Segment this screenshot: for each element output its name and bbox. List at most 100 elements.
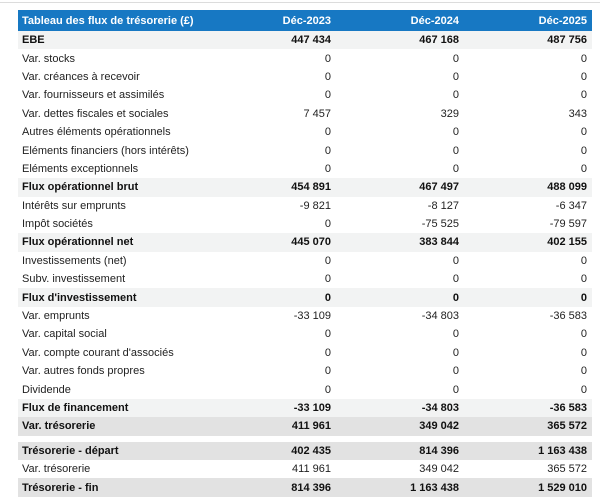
row-label: Autres éléments opérationnels [22,126,171,139]
row-label: Var. emprunts [22,310,90,323]
row-value: 0 [324,126,331,139]
row-value: 411 961 [291,420,331,433]
table-row: Autres éléments opérationnels 0 0 0 [18,122,592,142]
table-row: Flux opérationnel brut 454 891 467 497 488 … [18,178,592,197]
row-value: 0 [452,328,459,341]
row-value: 0 [580,291,587,304]
row-value: 0 [452,89,459,102]
row-value: 402 435 [291,444,331,457]
table-row: Subv. investissement 0 0 0 [18,270,592,289]
table-row: Var. compte courant d'associés 0 0 0 [18,343,592,363]
row-value: 1 163 438 [410,481,459,494]
row-value: 0 [324,218,331,231]
row-value: 349 042 [419,463,459,476]
row-value: 0 [324,162,331,175]
column-header: Déc-2024 [410,14,459,27]
row-value: 0 [580,273,587,286]
row-label: Impôt sociétés [22,218,93,231]
row-value: 0 [324,52,331,65]
row-value: 0 [324,254,331,267]
table-row: Eléments financiers (hors intérêts) 0 0 0 [18,141,592,160]
row-label: Var. autres fonds propres [22,365,145,378]
row-label: Eléments financiers (hors intérêts) [22,144,189,157]
table-body: EBE 447 434 467 168 487 756 Var. stocks 0 0 0 Va… [18,31,592,497]
row-value: 467 497 [419,181,459,194]
table-row: Var. trésorerie 411 961 349 042 365 572 [18,459,592,479]
row-value: 0 [580,346,587,359]
table-row: Var. capital social 0 0 0 [18,325,592,344]
table-row: Flux d'investissement 0 0 0 [18,288,592,307]
table-row: Var. trésorerie 411 961 349 042 365 572 [18,417,592,436]
row-value: 445 070 [291,236,331,249]
row-value: 0 [580,162,587,175]
row-value: 0 [452,346,459,359]
row-label: Flux opérationnel net [22,236,134,249]
row-label: Var. stocks [22,52,75,65]
row-value: 365 572 [547,420,587,433]
row-value: 0 [580,126,587,139]
row-label: Intérêts sur emprunts [22,199,126,212]
row-value: 467 168 [419,34,459,47]
row-label: Var. capital social [22,328,107,341]
row-value: 1 163 438 [538,444,587,457]
row-value: 0 [452,383,459,396]
row-label: Flux d'investissement [22,291,137,304]
row-value: 454 891 [291,181,331,194]
row-label: Var. créances à recevoir [22,70,140,83]
row-value: 487 756 [547,34,587,47]
row-label: Subv. investissement [22,273,126,286]
column-header: Déc-2025 [538,14,587,27]
row-value: 365 572 [547,463,587,476]
table-row: Trésorerie - départ 402 435 814 396 1 163 4… [18,441,592,460]
row-value: 814 396 [291,481,331,494]
column-header: Déc-2023 [282,14,331,27]
row-value: 7 457 [303,107,331,120]
table-row: Var. créances à recevoir 0 0 0 [18,67,592,87]
table-row: EBE 447 434 467 168 487 756 [18,31,592,50]
row-value: 0 [324,383,331,396]
row-label: Var. trésorerie [22,420,96,433]
row-label: Dividende [22,383,71,396]
row-value: 0 [452,70,459,83]
row-value: -6 347 [555,199,587,212]
row-value: -34 803 [421,310,459,323]
row-value: 0 [580,70,587,83]
row-value: 0 [452,273,459,286]
row-label: Var. compte courant d'associés [22,346,174,359]
row-value: 0 [580,328,587,341]
row-label: Var. dettes fiscales et sociales [22,107,169,120]
row-value: 349 042 [419,420,459,433]
row-label: Trésorerie - fin [22,481,99,494]
row-value: 814 396 [419,444,459,457]
table-row: Eléments exceptionnels 0 0 0 [18,159,592,179]
row-label: Var. trésorerie [22,463,91,476]
row-label: Investissements (net) [22,254,127,267]
row-value: 488 099 [547,181,587,194]
row-value: 0 [580,365,587,378]
row-value: 0 [324,70,331,83]
table-header-row: Tableau des flux de trésorerie (£) Déc-2… [18,10,592,31]
cash-flow-table: Tableau des flux de trésorerie (£) Déc-2… [18,10,592,497]
row-value: 0 [452,126,459,139]
row-label: Trésorerie - départ [22,444,119,457]
row-value: -36 583 [549,402,587,414]
row-value: -79 597 [549,218,587,231]
row-value: 0 [580,254,587,267]
row-value: 0 [324,346,331,359]
row-value: 0 [452,52,459,65]
row-value: 0 [580,52,587,65]
row-value: 0 [452,144,459,157]
table-row: Var. emprunts -33 109 -34 803 -36 583 [18,306,592,326]
row-value: -34 803 [421,402,459,414]
table-row: Intérêts sur emprunts -9 821 -8 127 -6 347 [18,196,592,215]
table-row: Var. stocks 0 0 0 [18,49,592,68]
row-value: 0 [324,144,331,157]
row-value: -75 525 [421,218,459,231]
row-value: -33 109 [293,310,331,323]
row-value: 411 961 [292,463,331,476]
row-value: 0 [324,291,331,304]
table-row: Dividende 0 0 0 [18,380,592,399]
row-value: 447 434 [291,34,331,47]
table-row: Trésorerie - fin 814 396 1 163 438 1 529 01… [18,478,592,497]
